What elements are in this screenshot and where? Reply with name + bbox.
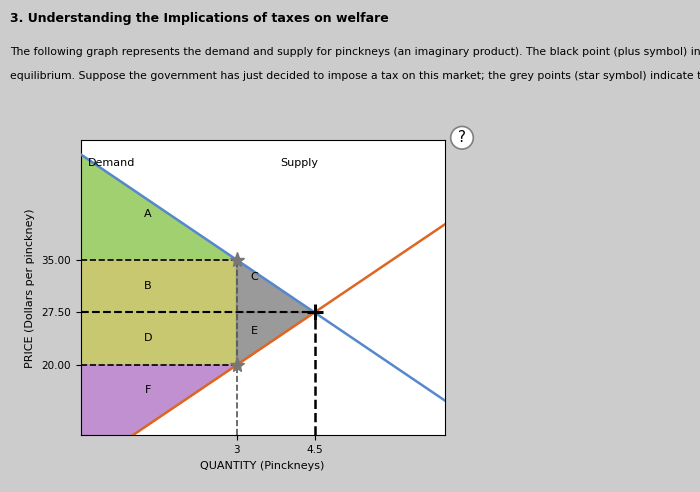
X-axis label: QUANTITY (Pinckneys): QUANTITY (Pinckneys)	[200, 461, 325, 471]
Text: equilibrium. Suppose the government has just decided to impose a tax on this mar: equilibrium. Suppose the government has …	[10, 71, 700, 81]
Polygon shape	[80, 365, 237, 435]
Polygon shape	[80, 154, 237, 260]
Polygon shape	[80, 312, 237, 365]
Polygon shape	[237, 312, 314, 365]
Text: B: B	[144, 281, 152, 291]
Polygon shape	[237, 260, 314, 312]
Text: Demand: Demand	[88, 158, 136, 168]
Text: C: C	[251, 272, 258, 282]
Text: A: A	[144, 209, 152, 219]
Text: ?: ?	[458, 130, 466, 145]
Text: 3. Understanding the Implications of taxes on welfare: 3. Understanding the Implications of tax…	[10, 12, 389, 25]
Text: E: E	[251, 326, 258, 337]
Text: The following graph represents the demand and supply for pinckneys (an imaginary: The following graph represents the deman…	[10, 47, 700, 57]
Text: D: D	[144, 334, 153, 343]
Y-axis label: PRICE (Dollars per pinckney): PRICE (Dollars per pinckney)	[25, 208, 36, 368]
Polygon shape	[80, 260, 237, 312]
Text: F: F	[145, 385, 151, 395]
Text: Supply: Supply	[281, 158, 318, 168]
